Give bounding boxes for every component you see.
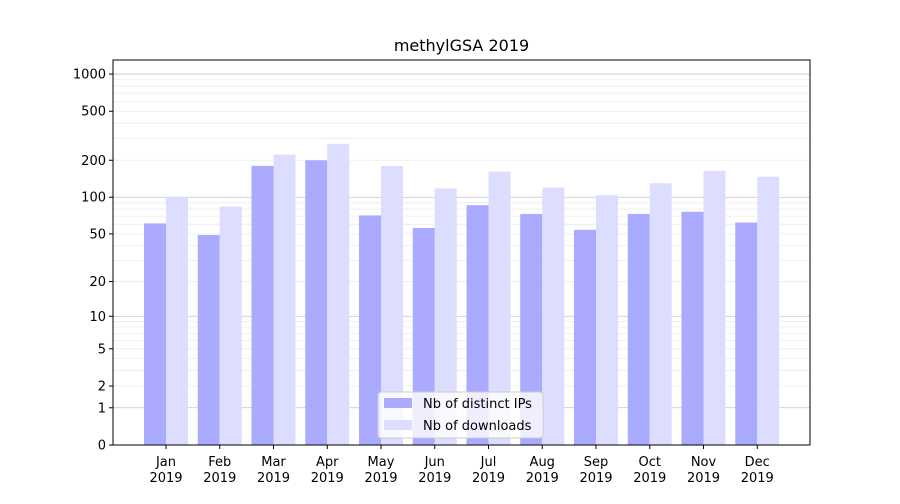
bar-downloads-oct — [649, 183, 672, 445]
y-tick-label: 500 — [81, 105, 106, 120]
bar-distinct-ips-apr — [305, 160, 328, 445]
bar-distinct-ips-nov — [681, 211, 704, 445]
y-axis: 0 1 2 5 10 20 50 100 200 500 1000 — [73, 68, 113, 454]
bar-distinct-ips-jun — [412, 227, 435, 445]
bar-downloads-may — [381, 165, 403, 446]
bar-distinct-ips-mar — [251, 165, 274, 446]
x-axis: Jan2019Feb2019Mar2019Apr2019May2019Jun20… — [149, 445, 774, 486]
x-tick-label-year: 2019 — [633, 471, 666, 486]
bar-downloads-feb — [219, 206, 242, 445]
bars — [144, 143, 780, 446]
bar-downloads-aug — [542, 187, 565, 446]
bar-downloads-jan — [166, 196, 188, 445]
legend: Nb of distinct IPs Nb of downloads — [377, 391, 544, 439]
bar-distinct-ips-aug — [520, 213, 543, 445]
x-tick-label-month: Feb — [208, 455, 231, 470]
plot-frame — [112, 59, 811, 446]
y-tick-label: 0 — [98, 439, 106, 454]
x-tick-label-month: Apr — [316, 455, 339, 470]
x-tick-label-month: Nov — [691, 455, 717, 470]
legend-label-downloads: Nb of downloads — [423, 419, 532, 434]
x-tick-label-year: 2019 — [687, 471, 720, 486]
x-tick-label-month: Dec — [745, 455, 770, 470]
y-tick-label: 50 — [89, 227, 106, 242]
x-tick-label-year: 2019 — [526, 471, 559, 486]
bar-downloads-jun — [434, 188, 457, 445]
bar-distinct-ips-feb — [197, 234, 220, 445]
y-tick-label: 5 — [98, 342, 106, 357]
y-tick-label: 1000 — [73, 68, 106, 83]
x-tick-label-year: 2019 — [203, 471, 236, 486]
x-tick-label-year: 2019 — [741, 471, 774, 486]
bar-distinct-ips-jul — [466, 205, 489, 445]
x-tick-label-month: Mar — [261, 455, 286, 470]
bar-downloads-sep — [596, 195, 618, 445]
y-tick-label: 20 — [89, 275, 106, 290]
bar-distinct-ips-sep — [574, 229, 596, 445]
x-tick-label-year: 2019 — [257, 471, 290, 486]
chart-title: methylGSA 2019 — [394, 36, 529, 55]
x-tick-label-year: 2019 — [149, 471, 182, 486]
bar-distinct-ips-may — [359, 215, 381, 445]
bar-downloads-mar — [273, 154, 296, 445]
bar-downloads-dec — [757, 176, 780, 445]
legend-label-distinct-ips: Nb of distinct IPs — [423, 397, 532, 412]
bar-distinct-ips-oct — [627, 213, 650, 445]
y-tick-label: 10 — [89, 310, 106, 325]
x-tick-label-month: Aug — [530, 455, 555, 470]
bar-distinct-ips-jan — [144, 223, 166, 445]
x-tick-label-month: Sep — [584, 455, 609, 470]
x-tick-label-month: Jul — [480, 455, 497, 470]
y-tick-label: 200 — [81, 154, 106, 169]
x-tick-label-year: 2019 — [472, 471, 505, 486]
x-tick-label-month: Jan — [155, 455, 176, 470]
legend-swatch-distinct-ips — [384, 398, 412, 408]
legend-swatch-downloads — [384, 420, 412, 430]
bar-downloads-apr — [327, 143, 350, 446]
y-tick-label: 100 — [81, 191, 106, 206]
y-tick-label: 2 — [98, 380, 106, 395]
x-tick-label-month: Jun — [424, 455, 445, 470]
x-tick-label-month: Oct — [639, 455, 661, 470]
bar-downloads-jul — [488, 171, 511, 445]
y-tick-label: 1 — [98, 401, 106, 416]
x-tick-label-year: 2019 — [364, 471, 397, 486]
legend-box — [377, 391, 544, 439]
x-tick-label-month: May — [368, 455, 395, 470]
bar-downloads-nov — [703, 170, 726, 445]
x-tick-label-year: 2019 — [311, 471, 344, 486]
x-tick-label-year: 2019 — [579, 471, 612, 486]
bar-distinct-ips-dec — [735, 222, 758, 445]
x-tick-label-year: 2019 — [418, 471, 451, 486]
